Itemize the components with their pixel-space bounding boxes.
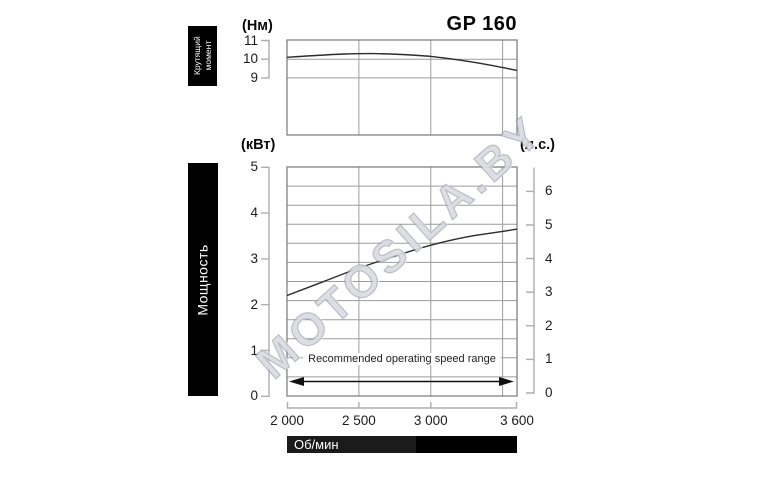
- torque-axis-label-line2: момент: [202, 41, 213, 71]
- xtick-label: 3 000: [413, 413, 448, 428]
- xtick-label: 2 000: [270, 413, 304, 428]
- power-ytick-left-label: 4: [250, 205, 258, 221]
- plot-borders: [286, 39, 518, 397]
- speed-range-annotation: Recommended operating speed range: [287, 349, 517, 367]
- torque-curve: [286, 52, 518, 72]
- power-ytick-left-label: 2: [250, 296, 258, 312]
- power-ytick-right-label: 3: [545, 284, 553, 300]
- power-axis-label-text: Мощность: [195, 243, 212, 316]
- power-unit-left-label: (кВт): [241, 137, 276, 153]
- power-curve: [286, 228, 518, 297]
- chart-title: GP 160: [446, 13, 517, 35]
- rpm-unit-bar: Об/мин: [287, 436, 517, 453]
- gridlines: [287, 40, 517, 396]
- power-ytick-right-label: 0: [545, 385, 553, 400]
- power-ytick-right-label: 4: [545, 250, 553, 266]
- speed-range-arrow: [289, 377, 514, 386]
- power-ytick-left-label: 1: [250, 342, 258, 358]
- power-unit-right-label: (л.с.): [520, 137, 555, 153]
- power-ytick-right-label: 5: [545, 217, 553, 232]
- rpm-unit-bar-text: Об/мин: [294, 437, 339, 452]
- power-ytick-right-label: 2: [545, 317, 553, 333]
- xtick-label: 2 500: [341, 413, 376, 428]
- curves: [286, 52, 518, 297]
- torque-ytick-label: 11: [243, 32, 258, 48]
- axis-brackets: [261, 39, 535, 409]
- power-ytick-left-label: 0: [250, 388, 258, 404]
- power-axis-label: Мощность: [188, 163, 218, 396]
- torque-axis-label: Крутящий момент: [188, 26, 217, 86]
- power-ytick-left-label: 3: [250, 250, 258, 266]
- power-ytick-right-label: 1: [545, 351, 553, 367]
- power-ytick-left-label: 5: [250, 159, 258, 175]
- speed-range-annotation-text: Recommended operating speed range: [303, 353, 501, 365]
- torque-ytick-label: 10: [242, 51, 258, 67]
- torque-unit-label: (Нм): [242, 18, 273, 34]
- torque-axis-label-line1: Крутящий: [191, 36, 202, 76]
- torque-ytick-label: 9: [250, 69, 258, 85]
- xtick-label: 3 600: [500, 413, 534, 428]
- power-ytick-right-label: 6: [545, 183, 553, 199]
